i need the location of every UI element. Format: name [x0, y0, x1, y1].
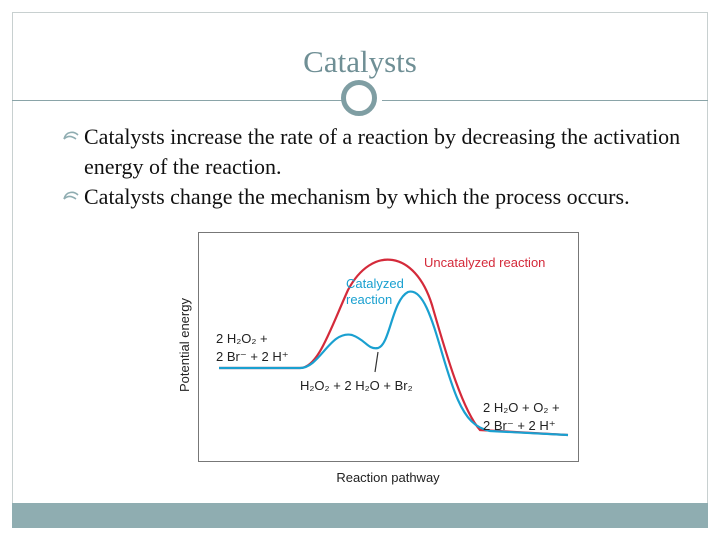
bullet-list: Catalysts increase the rate of a reactio…: [62, 122, 702, 212]
catalyzed-curve: [219, 290, 569, 437]
title-divider-right: [382, 100, 708, 101]
products-label-line2: 2 Br⁻ + 2 H⁺: [483, 418, 556, 433]
y-axis-label: Potential energy: [177, 298, 192, 392]
bullet-item: Catalysts change the mechanism by which …: [62, 182, 702, 212]
energy-diagram-frame: [198, 232, 579, 462]
catalyzed-label-line2: reaction: [346, 292, 392, 307]
uncatalyzed-label: Uncatalyzed reaction: [424, 255, 545, 270]
reactants-label-line2: 2 Br⁻ + 2 H⁺: [216, 349, 289, 364]
x-axis-label: Reaction pathway: [336, 470, 440, 485]
divider-ring-ornament: [341, 80, 377, 116]
reactants-label-line1: 2 H₂O₂ +: [216, 331, 268, 346]
bullet-swirl-icon: [63, 131, 79, 140]
bullet-item: Catalysts increase the rate of a reactio…: [62, 122, 702, 182]
bullet-text: Catalysts increase the rate of a reactio…: [84, 124, 681, 179]
bullet-text: Catalysts change the mechanism by which …: [84, 184, 630, 209]
catalyzed-label-line1: Catalyzed: [346, 276, 404, 291]
bullet-swirl-icon: [63, 191, 79, 200]
intermediate-label: H₂O₂ + 2 H₂O + Br₂: [300, 378, 413, 393]
slide-title: Catalysts: [303, 44, 417, 79]
title-divider-left: [12, 100, 342, 101]
footer-accent-bar: [12, 503, 708, 528]
intermediate-pointer: [374, 351, 379, 373]
products-label-line1: 2 H₂O + O₂ +: [483, 400, 560, 415]
uncatalyzed-curve: [219, 258, 569, 437]
